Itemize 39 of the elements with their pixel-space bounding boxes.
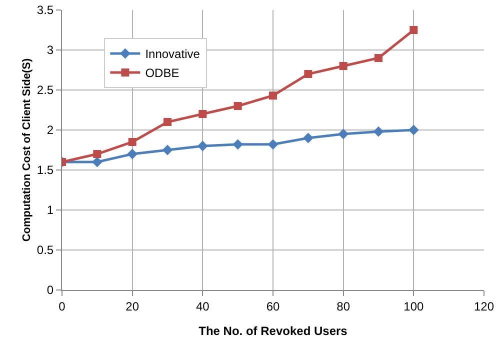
point — [408, 124, 419, 136]
point — [373, 126, 384, 137]
y-axis-title: Computation Cost of Client Side(S) — [21, 58, 33, 242]
point — [410, 26, 418, 34]
y-tick-label: 2 — [46, 123, 54, 138]
point — [338, 128, 349, 140]
y-tick-label: 1 — [46, 203, 54, 218]
point — [304, 70, 312, 78]
point — [374, 54, 382, 62]
y-tick-label: 0.5 — [36, 243, 54, 258]
point — [232, 139, 244, 150]
point — [198, 110, 207, 118]
point — [234, 102, 242, 110]
point — [92, 156, 102, 168]
point — [302, 132, 314, 144]
y-tick-label: 2.5 — [36, 83, 54, 98]
point — [197, 140, 208, 152]
x-axis-title: The No. of Revoked Users — [198, 324, 348, 338]
point — [93, 150, 102, 158]
x-tick-label: 20 — [126, 299, 140, 314]
point — [268, 139, 278, 150]
y-tick-label: 3 — [46, 43, 54, 58]
point — [164, 118, 172, 126]
point — [339, 62, 348, 70]
x-tick-label: 80 — [336, 299, 350, 314]
x-tick-label: 60 — [266, 299, 280, 314]
point — [128, 138, 136, 146]
y-tick-label: 1.5 — [36, 163, 54, 178]
legend-label: Innovative — [145, 47, 200, 62]
legend-label: ODBE — [145, 66, 180, 80]
x-tick-label: 40 — [196, 299, 210, 314]
point — [162, 144, 173, 156]
y-tick-label: 0 — [46, 283, 54, 298]
point — [269, 92, 277, 100]
x-tick-label: 0 — [58, 299, 66, 314]
x-tick-label: 100 — [404, 299, 424, 314]
point — [127, 148, 138, 160]
x-tick-label: 120 — [474, 299, 494, 314]
y-tick-label: 3.5 — [36, 3, 54, 18]
